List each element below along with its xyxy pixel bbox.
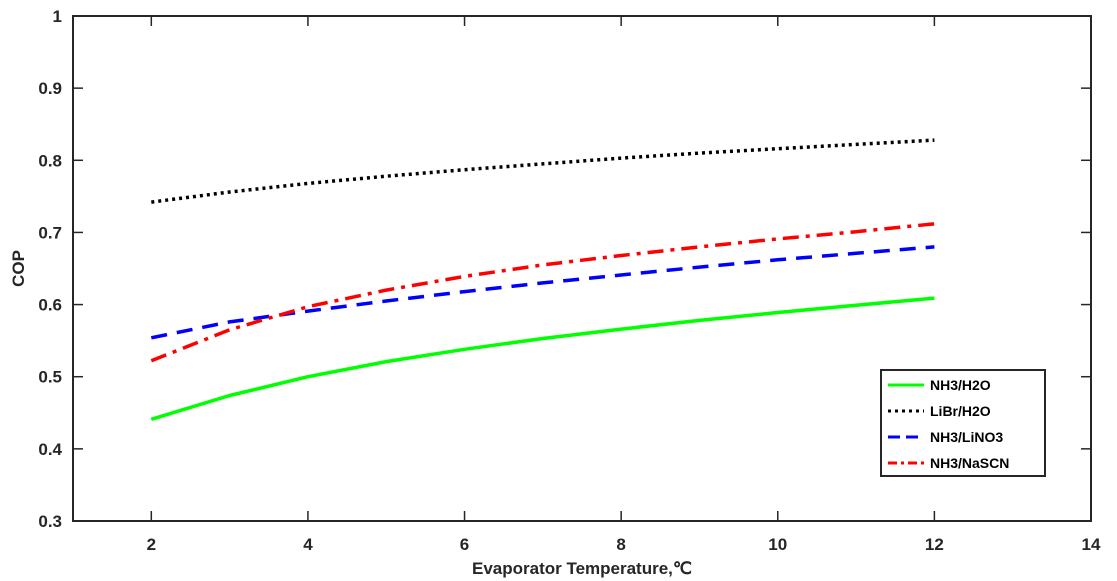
x-tick-label: 10 (768, 535, 787, 554)
y-axis-title: COP (9, 250, 28, 287)
series-line-nh3-h2o (150, 296, 935, 421)
y-tick-label: 0.4 (38, 440, 62, 459)
x-tick-label: 6 (460, 535, 469, 554)
y-tick-label: 0.7 (38, 223, 62, 242)
y-tick-label: 0.5 (38, 368, 62, 387)
x-tick-label: 2 (147, 535, 156, 554)
y-tick-label: 0.9 (38, 79, 62, 98)
series-lines (150, 138, 935, 421)
legend-label-libr-h2o: LiBr/H2O (930, 403, 991, 419)
x-axis-title: Evaporator Temperature,℃ (472, 559, 692, 578)
legend-box (880, 369, 1046, 477)
x-tick-label: 12 (925, 535, 944, 554)
tick-labels: 2 4 6 8 10 12 14 0.3 0.4 0.5 0.6 0.7 0.8 0.9 1 (38, 7, 1101, 554)
series-line-libr-h2o (151, 138, 935, 204)
y-tick-label: 1 (53, 7, 62, 26)
series-line-nh3-nascn (150, 222, 935, 363)
x-tick-label: 8 (616, 535, 625, 554)
x-tick-label: 4 (303, 535, 313, 554)
y-tick-label: 0.8 (38, 151, 62, 170)
x-tick-label: 14 (1082, 535, 1101, 554)
y-tick-label: 0.3 (38, 512, 62, 531)
series-line-nh3-lino3 (150, 245, 935, 340)
plot-area-frame (72, 15, 1092, 522)
legend-label-nh3-h2o: NH3/H2O (930, 377, 991, 393)
legend-label-nh3-nascn: NH3/NaSCN (930, 455, 1009, 471)
y-tick-label: 0.6 (38, 296, 62, 315)
legend: NH3/H2O LiBr/H2O NH3/LiNO3 NH3/NaSCN (880, 369, 1046, 477)
legend-label-nh3-lino3: NH3/LiNO3 (930, 429, 1003, 445)
